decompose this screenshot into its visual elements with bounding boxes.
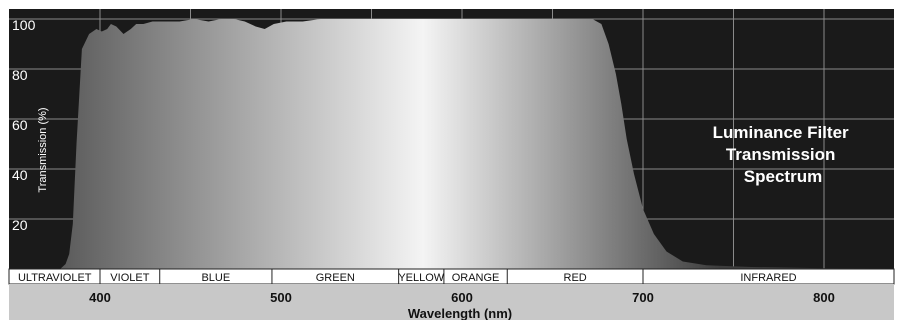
band-label: VIOLET — [110, 272, 149, 284]
x-tick-label: 600 — [451, 290, 473, 305]
x-tick-labels: 400 500 600 700 800 — [89, 290, 835, 305]
x-axis-label: Wavelength (nm) — [408, 306, 512, 320]
x-tick-label: 700 — [632, 290, 654, 305]
x-tick-label: 400 — [89, 290, 111, 305]
chart-title-line-1: Luminance Filter — [713, 123, 849, 142]
chart-title-line-2: Transmission — [726, 145, 836, 164]
y-tick-label: 40 — [12, 167, 28, 183]
band-label: GREEN — [316, 272, 355, 284]
x-tick-label: 500 — [270, 290, 292, 305]
band-label: BLUE — [201, 272, 230, 284]
band-label: ULTRAVIOLET — [18, 272, 92, 284]
y-axis-label: Transmission (%) — [37, 107, 49, 192]
band-label: ORANGE — [452, 272, 500, 284]
chart-title: Luminance Filter Transmission Spectrum — [713, 123, 854, 186]
band-label: YELLOW — [398, 272, 444, 284]
y-tick-label: 100 — [12, 17, 36, 33]
band-label: RED — [564, 272, 587, 284]
chart-title-line-3: Spectrum — [744, 167, 822, 186]
y-tick-label: 20 — [12, 217, 28, 233]
x-tick-label: 800 — [813, 290, 835, 305]
x-axis-bar — [9, 284, 894, 320]
y-tick-label: 60 — [12, 117, 28, 133]
y-tick-labels: 20 40 60 80 100 — [12, 17, 36, 233]
spectrum-bands: ULTRAVIOLET VIOLET BLUE GREEN YELLOW ORANGE RE… — [18, 269, 797, 284]
y-tick-label: 80 — [12, 67, 28, 83]
transmission-area — [9, 19, 894, 269]
band-label: INFRARED — [740, 272, 796, 284]
